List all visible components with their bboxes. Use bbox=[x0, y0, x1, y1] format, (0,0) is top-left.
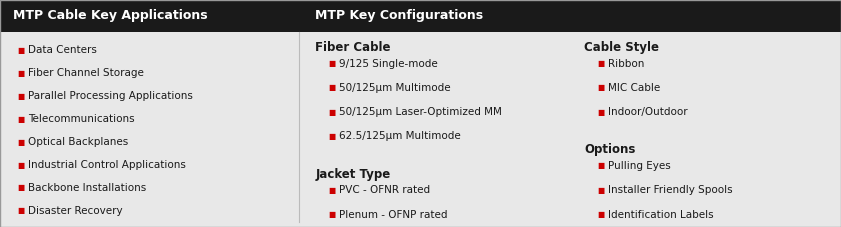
Text: Options: Options bbox=[584, 143, 636, 156]
Text: ■: ■ bbox=[597, 59, 605, 68]
Text: Cable Style: Cable Style bbox=[584, 41, 659, 54]
Text: Data Centers: Data Centers bbox=[28, 45, 97, 55]
Text: ■: ■ bbox=[328, 186, 336, 195]
Text: ■: ■ bbox=[597, 186, 605, 195]
Text: MIC Cable: MIC Cable bbox=[608, 83, 660, 93]
Text: Industrial Control Applications: Industrial Control Applications bbox=[28, 160, 186, 170]
Text: ■: ■ bbox=[328, 108, 336, 117]
Text: Pulling Eyes: Pulling Eyes bbox=[608, 161, 671, 171]
Text: Backbone Installations: Backbone Installations bbox=[28, 183, 146, 193]
Text: ■: ■ bbox=[597, 161, 605, 170]
Text: MTP Key Configurations: MTP Key Configurations bbox=[315, 9, 484, 22]
Text: Optical Backplanes: Optical Backplanes bbox=[28, 137, 128, 147]
Text: Indoor/Outdoor: Indoor/Outdoor bbox=[608, 107, 688, 117]
Text: Ribbon: Ribbon bbox=[608, 59, 644, 69]
Text: ■: ■ bbox=[17, 138, 24, 146]
Text: ■: ■ bbox=[17, 69, 24, 78]
Text: ■: ■ bbox=[597, 210, 605, 219]
Text: PVC - OFNR rated: PVC - OFNR rated bbox=[339, 185, 430, 195]
FancyBboxPatch shape bbox=[0, 0, 841, 32]
Text: ■: ■ bbox=[328, 210, 336, 219]
Text: ■: ■ bbox=[597, 108, 605, 117]
Text: ■: ■ bbox=[17, 207, 24, 215]
Text: Plenum - OFNP rated: Plenum - OFNP rated bbox=[339, 210, 447, 220]
Text: ■: ■ bbox=[17, 91, 24, 101]
Text: Fiber Channel Storage: Fiber Channel Storage bbox=[28, 68, 144, 78]
Text: ■: ■ bbox=[17, 115, 24, 123]
Text: Installer Friendly Spools: Installer Friendly Spools bbox=[608, 185, 733, 195]
Text: ■: ■ bbox=[328, 132, 336, 141]
Text: 9/125 Single-mode: 9/125 Single-mode bbox=[339, 59, 437, 69]
Text: Parallel Processing Applications: Parallel Processing Applications bbox=[28, 91, 193, 101]
Text: ■: ■ bbox=[17, 183, 24, 192]
Text: 62.5/125μm Multimode: 62.5/125μm Multimode bbox=[339, 131, 461, 141]
Text: Fiber Cable: Fiber Cable bbox=[315, 41, 391, 54]
Text: Disaster Recovery: Disaster Recovery bbox=[28, 206, 123, 216]
Text: 50/125μm Multimode: 50/125μm Multimode bbox=[339, 83, 451, 93]
Text: ■: ■ bbox=[597, 83, 605, 92]
Text: Telecommunications: Telecommunications bbox=[28, 114, 135, 124]
Text: Identification Labels: Identification Labels bbox=[608, 210, 714, 220]
Text: 50/125μm Laser-Optimized MM: 50/125μm Laser-Optimized MM bbox=[339, 107, 502, 117]
Text: ■: ■ bbox=[328, 83, 336, 92]
Text: ■: ■ bbox=[17, 160, 24, 170]
Text: MTP Cable Key Applications: MTP Cable Key Applications bbox=[13, 9, 207, 22]
Text: ■: ■ bbox=[17, 46, 24, 54]
Text: ■: ■ bbox=[328, 59, 336, 68]
Text: Jacket Type: Jacket Type bbox=[315, 168, 390, 180]
